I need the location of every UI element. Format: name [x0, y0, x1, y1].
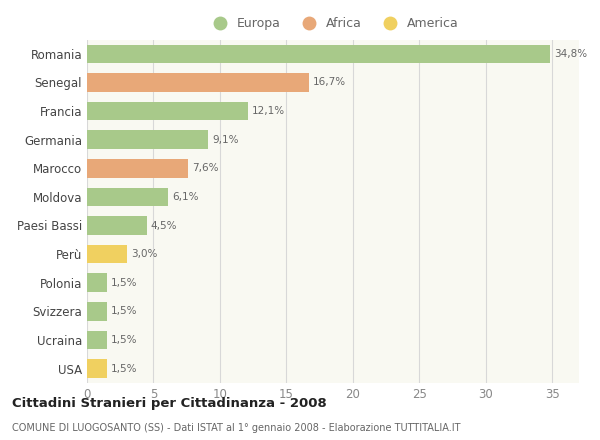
Bar: [87, 302, 107, 321]
Text: 1,5%: 1,5%: [111, 335, 137, 345]
Text: 34,8%: 34,8%: [554, 49, 587, 59]
Bar: [87, 73, 309, 92]
Bar: [87, 187, 168, 206]
Text: 4,5%: 4,5%: [151, 220, 178, 231]
Text: 1,5%: 1,5%: [111, 363, 137, 374]
Text: 3,0%: 3,0%: [131, 249, 157, 259]
Legend: Europa, Africa, America: Europa, Africa, America: [207, 17, 459, 30]
Bar: [87, 245, 127, 264]
Text: Cittadini Stranieri per Cittadinanza - 2008: Cittadini Stranieri per Cittadinanza - 2…: [12, 397, 327, 410]
Bar: [87, 216, 147, 235]
Bar: [87, 102, 248, 121]
Text: 1,5%: 1,5%: [111, 306, 137, 316]
Text: 7,6%: 7,6%: [192, 163, 218, 173]
Bar: [87, 273, 107, 292]
Bar: [87, 330, 107, 349]
Text: COMUNE DI LUOGOSANTO (SS) - Dati ISTAT al 1° gennaio 2008 - Elaborazione TUTTITA: COMUNE DI LUOGOSANTO (SS) - Dati ISTAT a…: [12, 423, 461, 433]
Text: 16,7%: 16,7%: [313, 77, 346, 88]
Bar: [87, 130, 208, 149]
Bar: [87, 159, 188, 178]
Text: 6,1%: 6,1%: [172, 192, 199, 202]
Text: 1,5%: 1,5%: [111, 278, 137, 288]
Bar: [87, 359, 107, 378]
Bar: [87, 44, 550, 63]
Text: 9,1%: 9,1%: [212, 135, 238, 145]
Text: 12,1%: 12,1%: [252, 106, 285, 116]
